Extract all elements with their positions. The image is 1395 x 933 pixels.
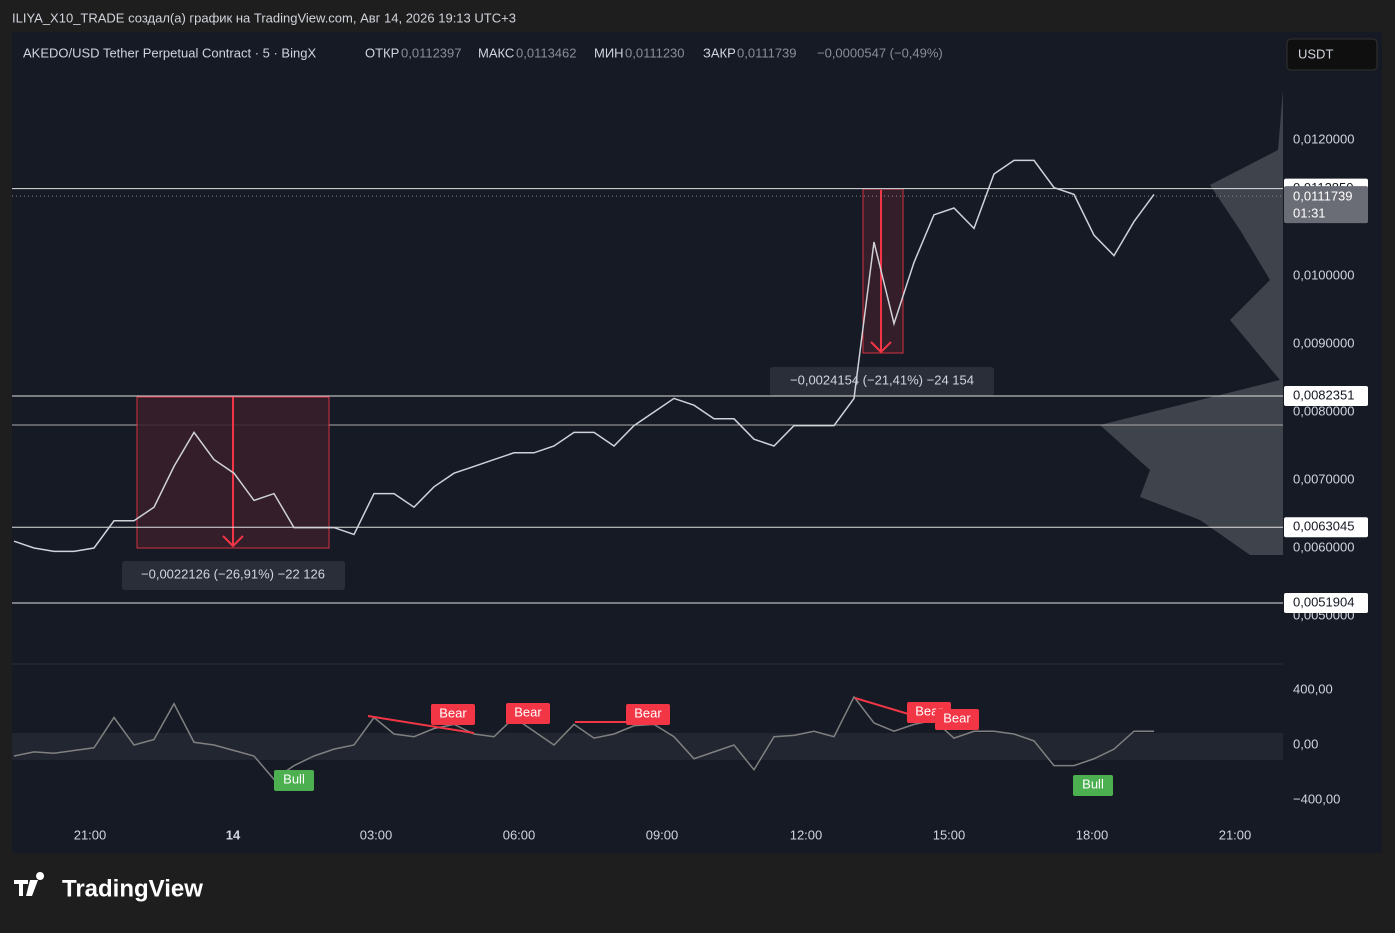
price-line — [13, 159, 1155, 553]
price-tick-label: 0,0060000 — [1293, 539, 1354, 554]
time-label: 03:00 — [360, 827, 393, 842]
price-tick-label: 0,0070000 — [1293, 471, 1354, 486]
time-label: 09:00 — [646, 827, 679, 842]
logo-text: TradingView — [62, 875, 203, 902]
header-title: ILIYA_X10_TRADE создал(а) график на Trad… — [12, 10, 516, 25]
svg-tm — [14, 872, 45, 896]
oscillator-line — [13, 695, 1154, 781]
osc-tick-label: −400,00 — [1293, 791, 1340, 806]
price-tick-label: 0,0120000 — [1293, 131, 1354, 146]
signal-box — [626, 704, 670, 725]
measure-label-box — [770, 367, 994, 396]
measure-label: −0,0024154 (−21,41%) −24 154 — [790, 372, 974, 387]
current-price-label: 0,0111739 — [1293, 189, 1353, 204]
time-label: 21:00 — [1219, 827, 1252, 842]
osc-tick-label: 400,00 — [1293, 681, 1333, 696]
time-label: 21:00 — [74, 827, 107, 842]
time-label: 12:00 — [790, 827, 823, 842]
signal-box — [506, 703, 550, 724]
signal-label: Bear — [514, 704, 542, 719]
measure-arrow — [870, 341, 892, 354]
divergence-line — [367, 715, 475, 734]
volume-profile — [1100, 90, 1283, 555]
price-tag-label: 0,0051904 — [1293, 594, 1354, 609]
signal-label: Bear — [634, 705, 662, 720]
signal-box — [935, 709, 979, 730]
signal-box — [1073, 775, 1113, 796]
current-price-tag — [1284, 186, 1368, 224]
signal-label: Bull — [283, 771, 305, 786]
measure-arrow — [222, 535, 244, 548]
price-tick-label: 0,0090000 — [1293, 335, 1354, 350]
countdown: 01:31 — [1293, 206, 1326, 221]
legend-value: 0,0111739 — [737, 45, 797, 60]
legend-value: 0,0112397 — [401, 45, 462, 60]
osc-tick-label: 0,00 — [1293, 736, 1318, 751]
time-label: 15:00 — [933, 827, 966, 842]
currency-label[interactable]: USDT — [1298, 46, 1333, 61]
legend-change: −0,0000547 (−0,49%) — [817, 45, 943, 60]
legend-label: ОТКР — [365, 45, 399, 60]
price-tag — [1284, 517, 1368, 538]
legend-label: МИН — [594, 45, 624, 60]
signal-label: Bull — [1082, 776, 1104, 791]
logo-icon — [14, 872, 45, 896]
price-tag — [1284, 593, 1368, 614]
measure-label: −0,0022126 (−26,91%) −22 126 — [141, 566, 325, 581]
price-tag-label: 0,0082351 — [1293, 387, 1354, 402]
time-label: 14 — [226, 827, 241, 842]
price-tick-label: 0,0100000 — [1293, 267, 1354, 282]
legend-value: 0,0111230 — [625, 45, 685, 60]
measure-label-box — [122, 561, 345, 590]
osc-band — [12, 733, 1283, 760]
price-tag-label: 0,0063045 — [1293, 519, 1354, 534]
measure-box — [862, 188, 904, 354]
time-label: 06:00 — [503, 827, 536, 842]
legend-label: ЗАКР — [703, 45, 736, 60]
legend-value: 0,0113462 — [516, 45, 577, 60]
time-label: 18:00 — [1076, 827, 1109, 842]
signal-box — [274, 770, 314, 791]
divergence-line — [854, 697, 936, 723]
signal-label: Bear — [439, 705, 467, 720]
currency-button[interactable] — [1286, 38, 1378, 71]
signal-label: Bear — [943, 710, 971, 725]
signal-box — [431, 704, 475, 725]
legend-symbol: AKEDO/USD Tether Perpetual Contract · 5 … — [23, 45, 316, 60]
price-tick-label: 0,0080000 — [1293, 403, 1354, 418]
legend-label: МАКС — [478, 45, 514, 60]
price-tag — [1284, 386, 1368, 407]
